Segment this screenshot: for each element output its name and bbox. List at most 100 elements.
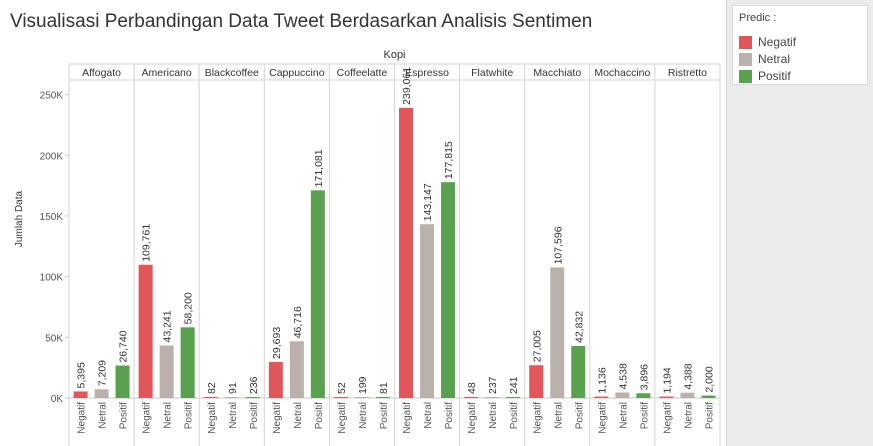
x-tick-label: Netral <box>163 402 174 429</box>
x-tick-label: Negatif <box>402 402 413 434</box>
group-label: Flatwhite <box>471 67 513 79</box>
data-label: 109,761 <box>141 224 153 262</box>
x-tick-label: Netral <box>423 402 434 429</box>
data-label: 1,194 <box>661 367 673 393</box>
legend-swatch-positif <box>739 70 752 83</box>
data-label: 81 <box>378 382 390 394</box>
bar <box>138 264 153 398</box>
data-label: 52 <box>336 382 348 394</box>
y-tick-label: 50K <box>45 333 63 344</box>
x-tick-label: Positif <box>119 402 130 429</box>
legend-title: Predic : <box>739 12 777 24</box>
group-label: Macchiato <box>533 67 581 79</box>
bar <box>659 396 674 398</box>
x-tick-label: Netral <box>683 402 694 429</box>
data-label: 236 <box>248 376 260 394</box>
legend-swatch-negatif <box>739 36 752 49</box>
x-tick-label: Negatif <box>337 402 348 434</box>
bar <box>289 341 304 398</box>
x-tick-label: Netral <box>488 402 499 429</box>
x-tick-label: Positif <box>314 402 325 429</box>
y-axis-title: Jumlah Data <box>14 190 25 247</box>
data-label: 237 <box>487 376 499 394</box>
data-label: 239,061 <box>401 67 413 105</box>
group-label: Mochaccino <box>594 67 650 79</box>
group-label: Americano <box>142 67 192 79</box>
bar <box>310 190 325 398</box>
x-tick-label: Netral <box>358 402 369 429</box>
data-label: 91 <box>227 382 239 394</box>
bar <box>550 267 565 398</box>
x-tick-label: Netral <box>293 402 304 429</box>
bar <box>680 392 695 398</box>
legend-label-positif: Positif <box>758 69 791 83</box>
data-label: 4,388 <box>682 363 694 389</box>
data-label: 82 <box>206 382 218 394</box>
y-tick-label: 0K <box>51 394 64 405</box>
legend-item-negatif[interactable]: Negatif <box>737 34 863 50</box>
data-label: 5,395 <box>76 362 88 388</box>
x-tick-label: Netral <box>553 402 564 429</box>
legend[interactable]: Predic : Negatif Netral Positif <box>732 5 868 85</box>
data-label: 1,136 <box>596 367 608 393</box>
group-label: Cappuccino <box>269 67 325 79</box>
legend-label-negatif: Negatif <box>758 35 797 49</box>
legend-label-netral: Netral <box>758 52 791 66</box>
bar <box>375 397 390 398</box>
legend-item-positif[interactable]: Positif <box>737 68 863 84</box>
legend-item-netral[interactable]: Netral <box>737 51 863 67</box>
data-label: 29,693 <box>271 327 283 359</box>
bar <box>701 395 716 398</box>
x-tick-label: Positif <box>509 402 520 429</box>
bar <box>354 397 369 398</box>
data-label: 27,005 <box>531 330 543 362</box>
bar <box>333 397 348 398</box>
bar <box>529 365 544 398</box>
data-label: 46,716 <box>292 306 304 338</box>
bar <box>506 397 521 398</box>
bar <box>73 391 88 398</box>
chart-panel: Visualisasi Perbandingan Data Tweet Berd… <box>0 0 727 446</box>
data-label: 241 <box>508 376 520 394</box>
x-tick-label: Negatif <box>272 402 283 434</box>
data-label: 171,081 <box>313 149 325 187</box>
x-tick-label: Negatif <box>532 402 543 434</box>
bar <box>441 182 456 398</box>
bar <box>594 396 609 398</box>
bar <box>636 393 651 398</box>
bar <box>115 365 130 398</box>
x-tick-label: Positif <box>704 402 715 429</box>
y-tick-label: 100K <box>40 273 64 284</box>
group-label: Blackcoffee <box>205 67 259 79</box>
bar <box>94 389 109 398</box>
data-label: 143,147 <box>422 183 434 221</box>
group-label: Espresso <box>405 67 449 79</box>
x-tick-label: Netral <box>618 402 629 429</box>
x-tick-label: Negatif <box>207 402 218 434</box>
x-tick-label: Netral <box>98 402 109 429</box>
x-tick-label: Positif <box>444 402 455 429</box>
bar <box>203 397 218 398</box>
bar <box>485 397 500 398</box>
data-label: 2,000 <box>703 366 715 392</box>
x-tick-label: Positif <box>379 402 390 429</box>
x-tick-label: Positif <box>249 402 260 429</box>
data-label: 199 <box>357 376 369 394</box>
group-label: Coffeelatte <box>337 67 388 79</box>
chart-title: Visualisasi Perbandingan Data Tweet Berd… <box>10 11 593 32</box>
data-label: 43,241 <box>162 310 174 342</box>
bar <box>245 397 260 398</box>
x-tick-label: Netral <box>228 402 239 429</box>
group-label: Affogato <box>82 67 121 79</box>
data-label: 177,815 <box>443 141 455 179</box>
data-label: 7,209 <box>97 360 109 386</box>
bar <box>224 397 239 398</box>
y-tick-label: 250K <box>40 91 64 102</box>
bar <box>464 397 479 398</box>
bar <box>268 361 283 398</box>
group-header-label: Kopi <box>383 49 405 61</box>
bar <box>420 224 435 398</box>
data-label: 107,596 <box>552 226 564 264</box>
data-label: 42,832 <box>573 311 585 343</box>
x-tick-label: Negatif <box>467 402 478 434</box>
